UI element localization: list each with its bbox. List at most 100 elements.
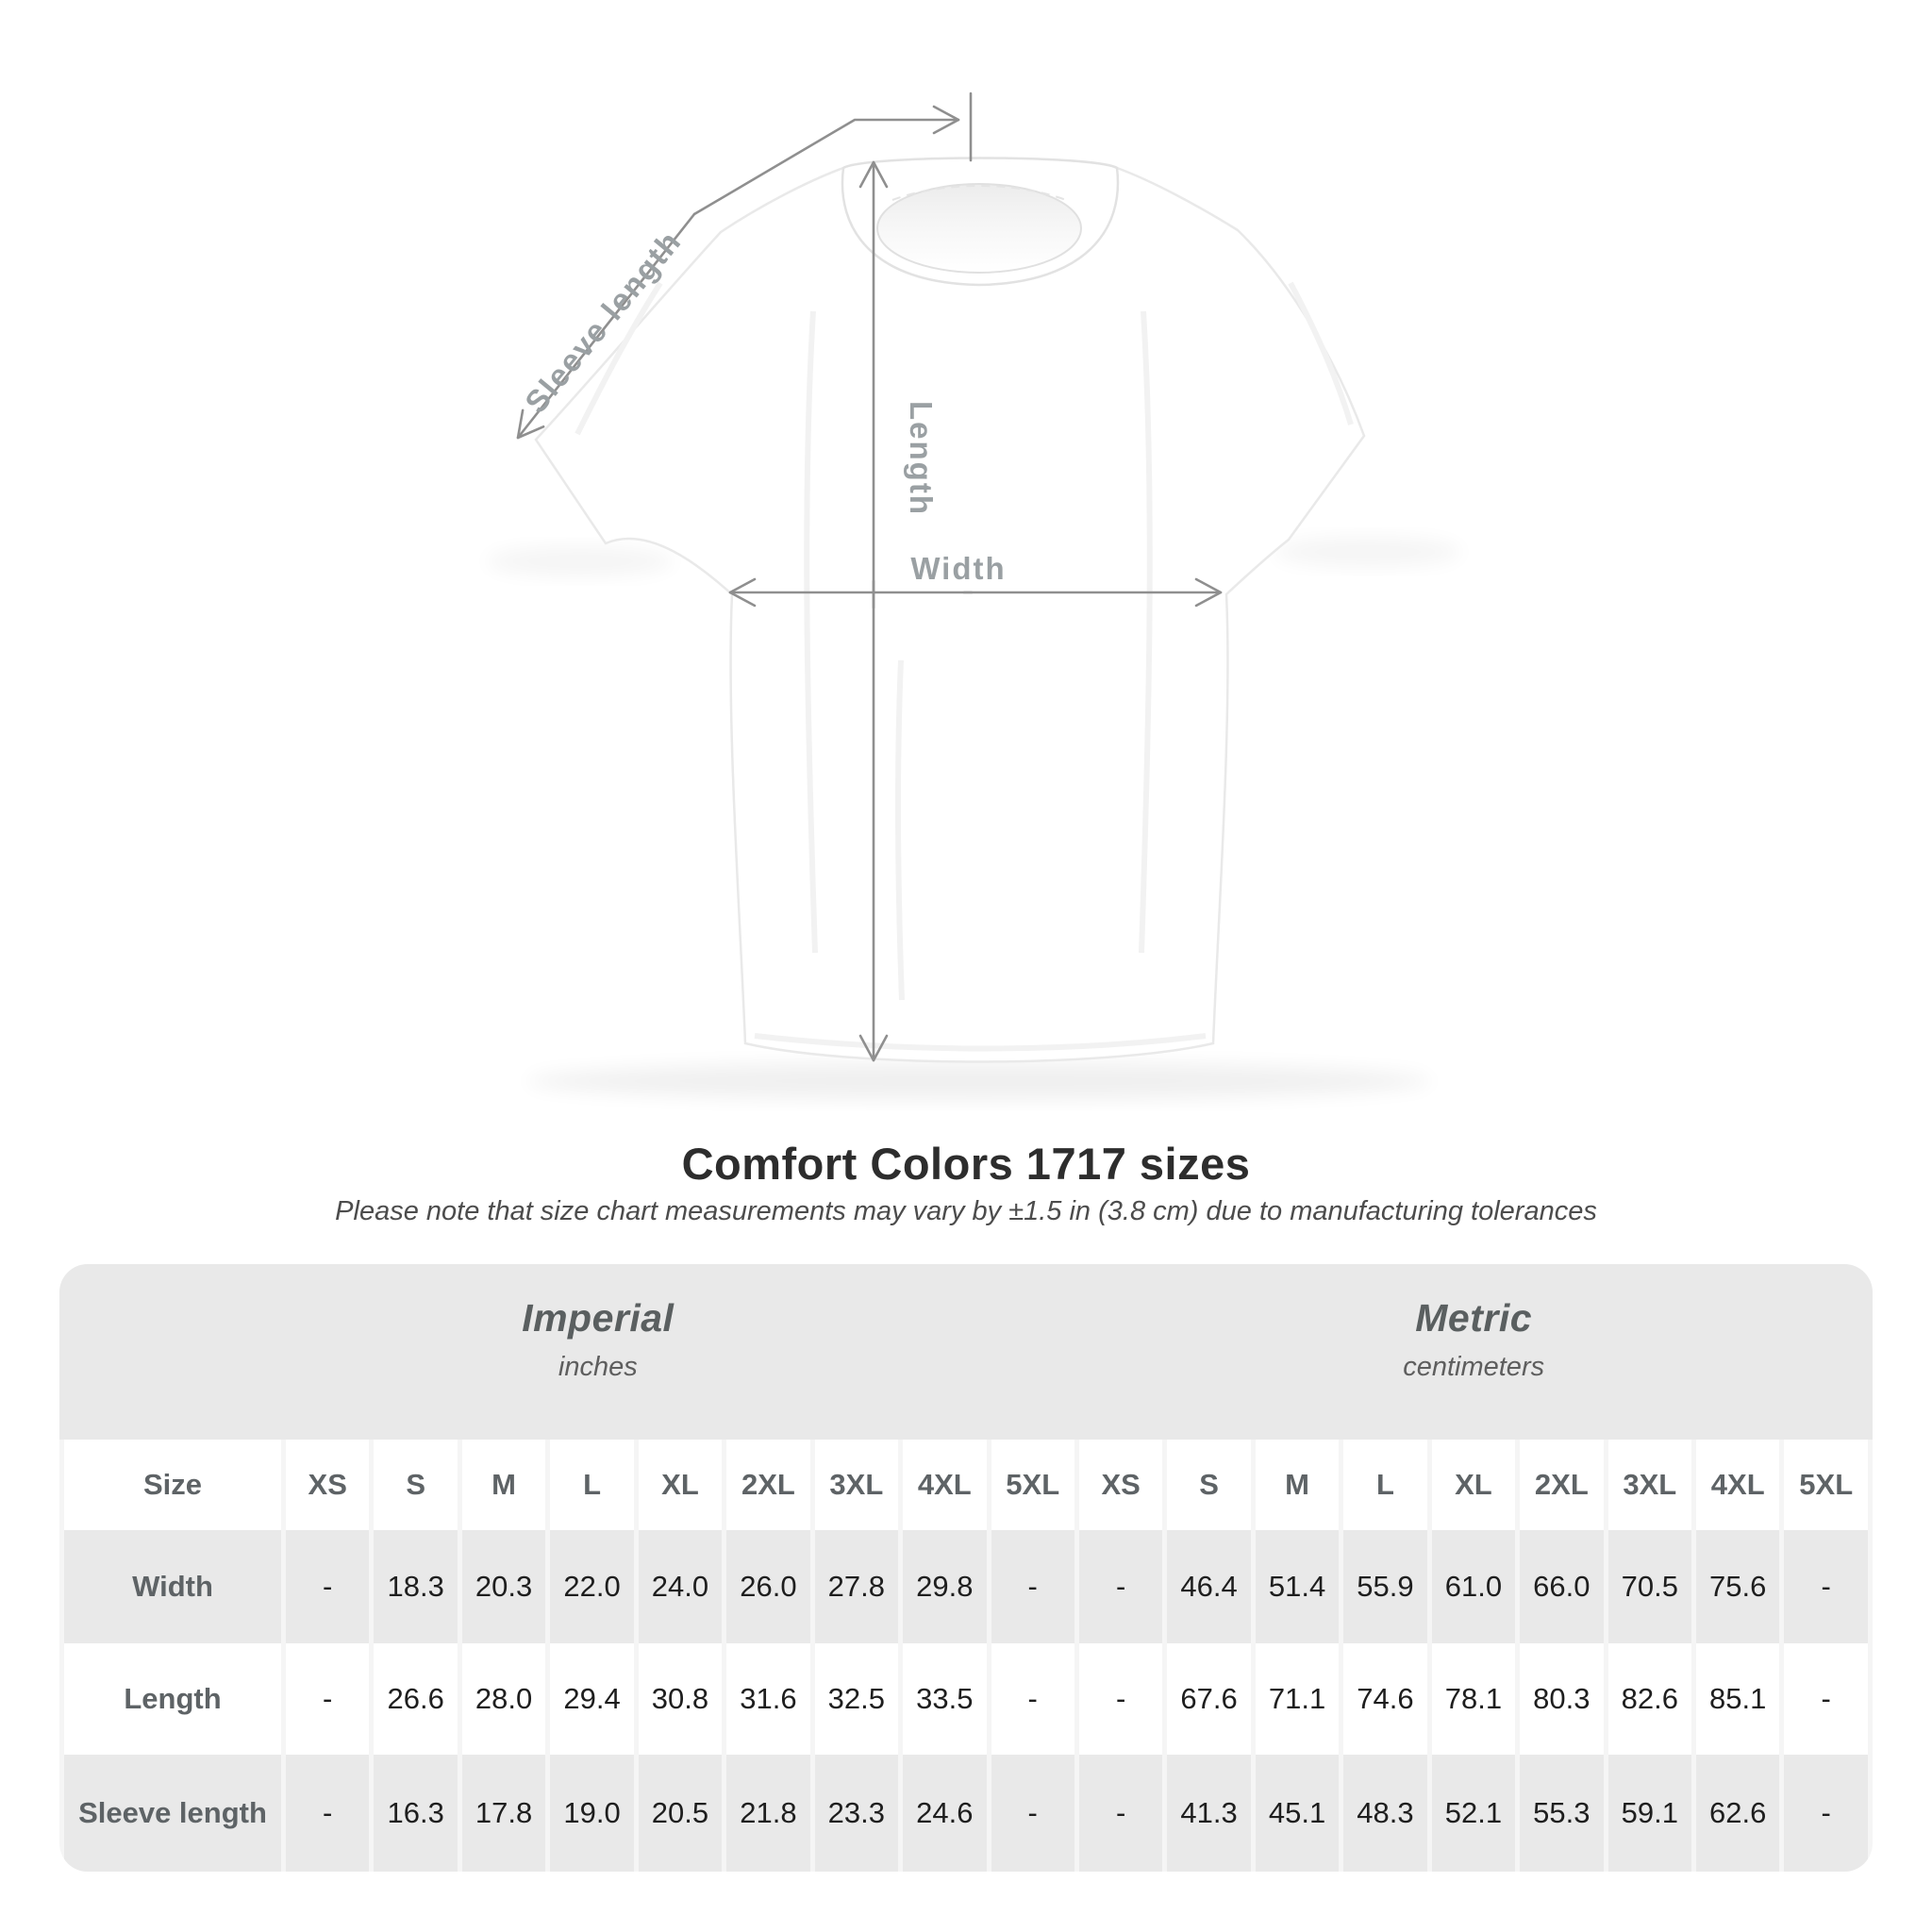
- table-cell: -: [286, 1530, 370, 1643]
- width-label: Width: [910, 551, 1006, 586]
- measurements-table: Size XS S M L XL 2XL 3XL 4XL 5XL XS S M …: [59, 1440, 1873, 1872]
- table-cell: 78.1: [1431, 1643, 1516, 1755]
- column-header: L: [1343, 1440, 1427, 1530]
- table-cell: 48.3: [1343, 1755, 1427, 1872]
- metric-unit-label: centimeters: [1403, 1352, 1545, 1382]
- table-cell: 24.0: [638, 1530, 723, 1643]
- table-cell: 71.1: [1255, 1643, 1340, 1755]
- column-header: M: [1255, 1440, 1340, 1530]
- imperial-label: Imperial: [522, 1296, 675, 1340]
- table-cell: -: [286, 1755, 370, 1872]
- collar-stitching: [891, 185, 1067, 201]
- table-cell: 20.5: [638, 1755, 723, 1872]
- neck-opening: [876, 183, 1082, 274]
- table-cell: 70.5: [1607, 1530, 1691, 1643]
- column-header: XL: [1431, 1440, 1516, 1530]
- table-cell: 28.0: [461, 1643, 546, 1755]
- column-header: XS: [1078, 1440, 1163, 1530]
- table-cell: 80.3: [1520, 1643, 1604, 1755]
- table-cell: -: [1078, 1755, 1163, 1872]
- column-header: 3XL: [814, 1440, 899, 1530]
- column-header: 2XL: [726, 1440, 810, 1530]
- table-header-row: Size XS S M L XL 2XL 3XL 4XL 5XL XS S M …: [64, 1440, 1868, 1530]
- row-label: Length: [64, 1643, 281, 1755]
- table-cell: 27.8: [814, 1530, 899, 1643]
- column-header: 2XL: [1520, 1440, 1604, 1530]
- measurement-lines: [516, 92, 1223, 1062]
- table-cell: -: [991, 1643, 1074, 1755]
- row-label: Width: [64, 1530, 281, 1643]
- table-cell: 24.6: [903, 1755, 987, 1872]
- metric-label: Metric: [1415, 1296, 1533, 1340]
- column-header: XL: [638, 1440, 723, 1530]
- length-label: Length: [904, 401, 939, 516]
- table-cell: -: [1784, 1755, 1868, 1872]
- table-cell: 31.6: [726, 1643, 810, 1755]
- table-cell: 19.0: [550, 1755, 634, 1872]
- table-cell: 41.3: [1167, 1755, 1251, 1872]
- table-cell: 22.0: [550, 1530, 634, 1643]
- imperial-unit-label: inches: [558, 1352, 638, 1382]
- shirt-shadow: [486, 537, 1462, 1100]
- fabric-folds: [575, 281, 1354, 1052]
- table-cell: 33.5: [903, 1643, 987, 1755]
- column-header: S: [374, 1440, 458, 1530]
- table-cell: -: [991, 1530, 1074, 1643]
- table-cell: 82.6: [1607, 1643, 1691, 1755]
- table-cell: -: [991, 1755, 1074, 1872]
- column-header: 4XL: [903, 1440, 987, 1530]
- table-cell: 74.6: [1343, 1643, 1427, 1755]
- page-title: Comfort Colors 1717 sizes: [681, 1139, 1251, 1189]
- unit-band: Imperial inches Metric centimeters: [59, 1264, 1873, 1440]
- table-cell: 26.6: [374, 1643, 458, 1755]
- table-cell: 51.4: [1255, 1530, 1340, 1643]
- table-cell: 29.4: [550, 1643, 634, 1755]
- table-cell: 20.3: [461, 1530, 546, 1643]
- table-cell: 85.1: [1696, 1643, 1780, 1755]
- column-header: 5XL: [1784, 1440, 1868, 1530]
- column-header: L: [550, 1440, 634, 1530]
- column-header: XS: [286, 1440, 370, 1530]
- table-cell: -: [1078, 1530, 1163, 1643]
- tshirt-measurement-diagram: Sleeve length Length Width: [486, 92, 1462, 1100]
- table-cell: 45.1: [1255, 1755, 1340, 1872]
- row-label: Sleeve length: [64, 1755, 281, 1872]
- table-cell: 30.8: [638, 1643, 723, 1755]
- table-cell: 29.8: [903, 1530, 987, 1643]
- table-cell: 55.3: [1520, 1755, 1604, 1872]
- metric-unit-group: Metric centimeters: [1403, 1296, 1544, 1383]
- table-cell: 61.0: [1431, 1530, 1516, 1643]
- imperial-unit-group: Imperial inches: [522, 1296, 674, 1383]
- table-cell: 21.8: [726, 1755, 810, 1872]
- tolerance-note: Please note that size chart measurements…: [335, 1196, 1597, 1226]
- table-cell: -: [286, 1643, 370, 1755]
- table-cell: 67.6: [1167, 1643, 1251, 1755]
- table-cell: 59.1: [1607, 1755, 1691, 1872]
- table-cell: 75.6: [1696, 1530, 1780, 1643]
- table-cell: 32.5: [814, 1643, 899, 1755]
- table-cell: 16.3: [374, 1755, 458, 1872]
- sleeve-length-line-top: [692, 105, 960, 216]
- table-cell: 18.3: [374, 1530, 458, 1643]
- table-cell: -: [1078, 1643, 1163, 1755]
- table-cell: -: [1784, 1530, 1868, 1643]
- column-header: M: [461, 1440, 546, 1530]
- table-row-sleeve-length: Sleeve length - 16.3 17.8 19.0 20.5 21.8…: [64, 1755, 1868, 1872]
- table-cell: 52.1: [1431, 1755, 1516, 1872]
- table-row-width: Width - 18.3 20.3 22.0 24.0 26.0 27.8 29…: [64, 1530, 1868, 1643]
- sleeve-length-line-sleeve: [516, 212, 696, 440]
- table-cell: -: [1784, 1643, 1868, 1755]
- table-cell: 46.4: [1167, 1530, 1251, 1643]
- column-header: 3XL: [1607, 1440, 1691, 1530]
- column-header: 4XL: [1696, 1440, 1780, 1530]
- tshirt-illustration: [534, 157, 1366, 1063]
- table-cell: 26.0: [726, 1530, 810, 1643]
- column-header: S: [1167, 1440, 1251, 1530]
- column-header-size: Size: [64, 1440, 281, 1530]
- table-cell: 62.6: [1696, 1755, 1780, 1872]
- table-cell: 23.3: [814, 1755, 899, 1872]
- table-cell: 17.8: [461, 1755, 546, 1872]
- table-row-length: Length - 26.6 28.0 29.4 30.8 31.6 32.5 3…: [64, 1643, 1868, 1755]
- table-cell: 55.9: [1343, 1530, 1427, 1643]
